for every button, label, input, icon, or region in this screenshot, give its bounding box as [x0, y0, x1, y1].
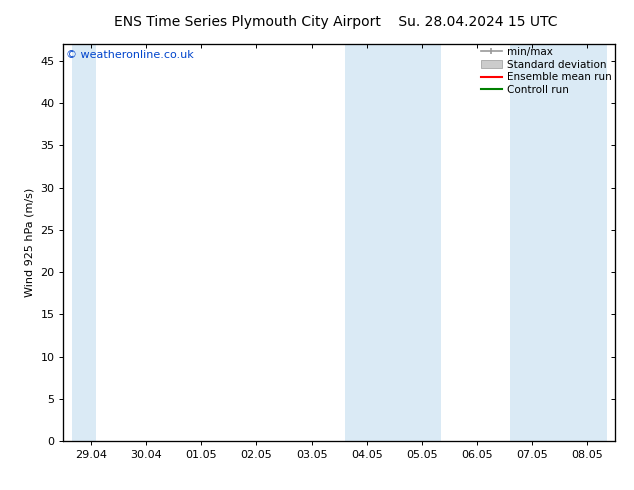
Bar: [345, 44, 441, 441]
Text: ENS Time Series Plymouth City Airport    Su. 28.04.2024 15 UTC: ENS Time Series Plymouth City Airport Su…: [114, 15, 558, 29]
Legend: min/max, Standard deviation, Ensemble mean run, Controll run: min/max, Standard deviation, Ensemble me…: [479, 45, 614, 97]
Y-axis label: Wind 925 hPa (m/s): Wind 925 hPa (m/s): [25, 188, 35, 297]
Bar: [72, 44, 96, 441]
Bar: [510, 44, 607, 441]
Text: © weatheronline.co.uk: © weatheronline.co.uk: [66, 50, 194, 60]
